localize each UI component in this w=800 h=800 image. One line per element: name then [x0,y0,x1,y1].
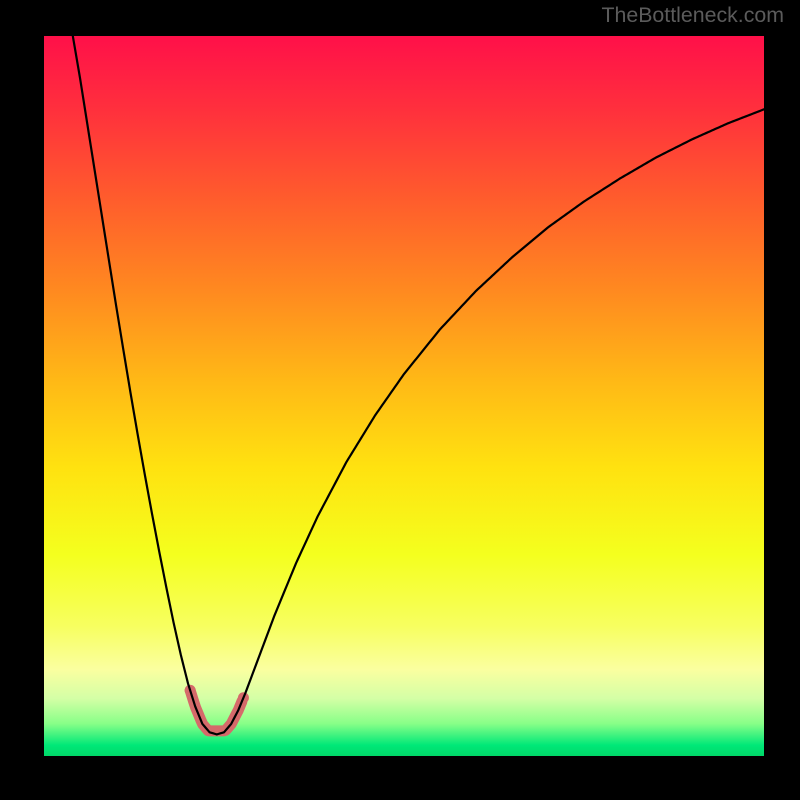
bottleneck-curve [73,36,764,734]
watermark-text: TheBottleneck.com [601,3,784,28]
curve-layer [0,0,800,800]
outer-frame: TheBottleneck.com [0,0,800,800]
